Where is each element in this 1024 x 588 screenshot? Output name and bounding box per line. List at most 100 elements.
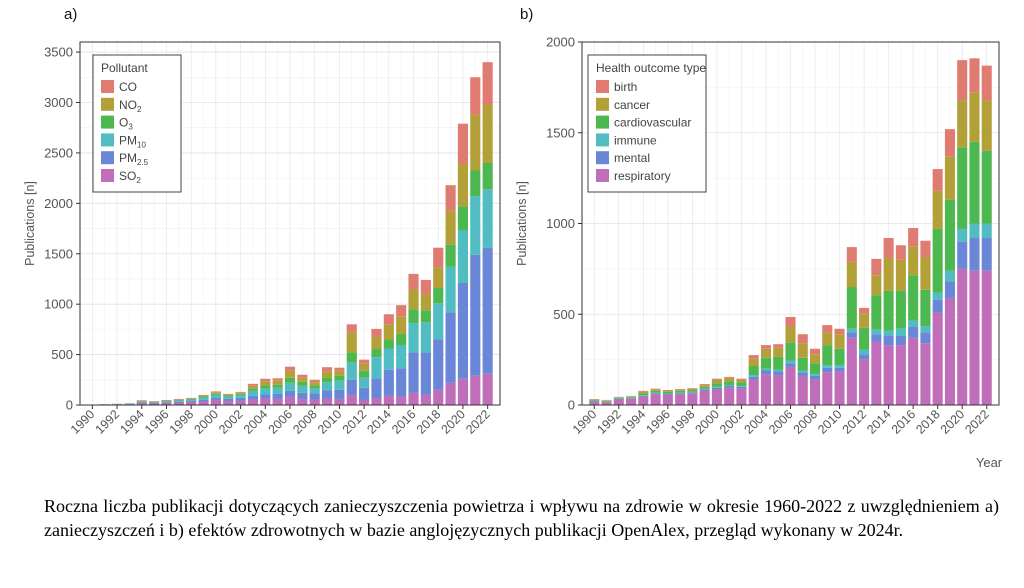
- bar-segment-birth: [981, 65, 992, 101]
- bar-segment-pm10: [482, 189, 493, 248]
- bar-segment-cancer: [846, 261, 857, 288]
- bar-segment-o3: [359, 370, 370, 378]
- bar-segment-cancer: [650, 389, 661, 391]
- bar-segment-birth: [810, 348, 821, 355]
- bar-segment-co: [235, 391, 246, 393]
- x-tick-label: 2020: [938, 407, 968, 437]
- bar-segment-no2: [210, 392, 221, 394]
- bar-segment-birth: [957, 60, 968, 101]
- bar-segment-cardiovascular: [650, 390, 661, 393]
- bar-segment-respiratory: [675, 394, 686, 405]
- bar-segment-so2: [210, 399, 221, 405]
- bar-segment-so2: [297, 398, 308, 405]
- bar-segment-no2: [161, 400, 172, 401]
- legend-swatch-cancer: [596, 97, 609, 111]
- bar-segment-birth: [662, 389, 673, 391]
- x-tick-label: 2018: [414, 407, 444, 437]
- bar-segment-co: [482, 62, 493, 105]
- bar-segment-mental: [638, 395, 649, 397]
- bar-segment-co: [136, 400, 147, 401]
- bar-segment-mental: [908, 326, 919, 338]
- bar-segment-respiratory: [834, 371, 845, 405]
- bar-segment-respiratory: [662, 395, 673, 405]
- x-tick-label: 2002: [717, 407, 747, 437]
- bar-segment-cancer: [810, 354, 821, 364]
- bar-segment-cancer: [920, 257, 931, 290]
- bar-segment-respiratory: [932, 312, 943, 405]
- bar-segment-cardiovascular: [883, 290, 894, 331]
- bar-segment-cardiovascular: [846, 287, 857, 329]
- bar-segment-pm10: [149, 402, 160, 403]
- bar-segment-birth: [650, 388, 661, 390]
- bar-segment-no2: [482, 104, 493, 163]
- x-tick-label: 2006: [266, 407, 296, 437]
- bar-segment-birth: [932, 169, 943, 191]
- bar-segment-so2: [198, 401, 209, 405]
- bar-segment-cardiovascular: [895, 290, 906, 329]
- bar-segment-no2: [470, 114, 481, 171]
- bar-segment-birth: [711, 378, 722, 380]
- bar-segment-immune: [957, 228, 968, 242]
- legend-swatch-no2: [101, 97, 114, 111]
- bar-segment-birth: [859, 307, 870, 314]
- bar-segment-pm25: [433, 339, 444, 390]
- bar-segment-so2: [420, 394, 431, 405]
- bar-segment-so2: [235, 400, 246, 405]
- bar-segment-co: [433, 247, 444, 268]
- bar-segment-pm10: [198, 397, 209, 400]
- bar-segment-mental: [895, 336, 906, 346]
- bar-segment-o3: [408, 309, 419, 324]
- bar-segment-respiratory: [699, 390, 710, 405]
- bar-segment-co: [223, 393, 234, 395]
- bar-segment-o3: [235, 393, 246, 395]
- y-axis-title: Publications [n]: [515, 181, 529, 266]
- bar-segment-so2: [284, 396, 296, 405]
- bar-segment-mental: [969, 238, 980, 271]
- bar-segment-o3: [272, 384, 283, 388]
- bar-segment-mental: [834, 367, 845, 372]
- x-tick-label: 2000: [692, 407, 722, 437]
- bar-segment-co: [210, 391, 221, 393]
- bar-segment-pm10: [260, 388, 271, 395]
- bar-segment-pm10: [408, 323, 419, 353]
- bar-segment-cardiovascular: [601, 400, 612, 402]
- bar-segment-birth: [969, 58, 980, 93]
- bar-segment-mental: [736, 386, 747, 389]
- bar-segment-so2: [223, 400, 234, 405]
- bar-segment-mental: [932, 299, 943, 313]
- x-tick-label: 2014: [364, 407, 394, 437]
- bar-segment-birth: [883, 238, 894, 258]
- bar-segment-mental: [626, 398, 637, 399]
- bar-segment-cardiovascular: [699, 386, 710, 389]
- bar-segment-pm10: [396, 345, 407, 369]
- bar-segment-cancer: [675, 389, 686, 391]
- bar-segment-co: [396, 305, 407, 317]
- bar-segment-o3: [223, 395, 234, 397]
- legend-label-base: PM: [119, 133, 137, 147]
- legend-label-base: NO: [119, 98, 137, 112]
- bar-segment-immune: [895, 328, 906, 337]
- bar-segment-pm25: [445, 312, 456, 383]
- bar-segment-mental: [981, 238, 992, 271]
- bar-segment-so2: [136, 402, 147, 405]
- x-axis: 1990199219941996199820002002200420062008…: [570, 405, 992, 437]
- bar-segment-mental: [760, 370, 771, 375]
- bar-segment-birth: [675, 389, 686, 390]
- legend-label-cancer: cancer: [614, 98, 650, 112]
- legend-swatch-cardiovascular: [596, 115, 609, 129]
- bar-segment-cancer: [859, 313, 870, 328]
- bar-segment-so2: [161, 402, 172, 405]
- bar-segment-respiratory: [969, 270, 980, 405]
- bar-segment-cancer: [638, 391, 649, 394]
- bar-segment-o3: [371, 349, 382, 358]
- bar-segment-cancer: [822, 332, 833, 346]
- y-axis-title: Publications [n]: [23, 181, 37, 266]
- bar-segment-pm10: [433, 303, 444, 340]
- bar-segment-no2: [260, 381, 271, 386]
- bar-segment-pm25: [309, 393, 320, 400]
- bar-segment-co: [173, 398, 184, 400]
- bar-segment-birth: [834, 328, 845, 335]
- bar-segment-o3: [470, 170, 481, 197]
- bar-segment-o3: [297, 381, 308, 386]
- bar-segment-co: [309, 379, 320, 383]
